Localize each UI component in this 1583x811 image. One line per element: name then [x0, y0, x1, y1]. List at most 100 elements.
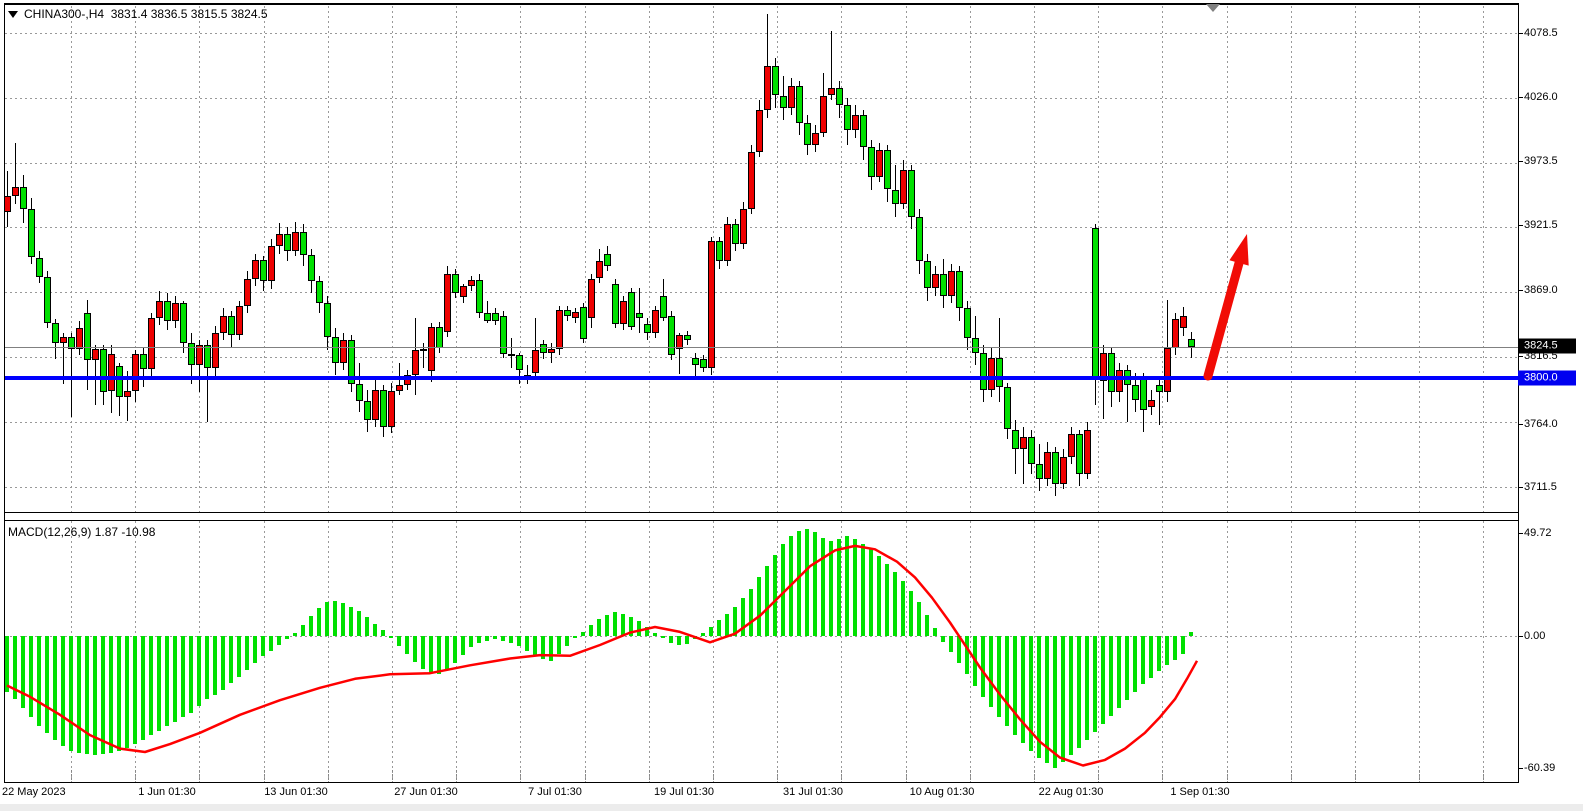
macd-histogram-bar: [1189, 631, 1193, 636]
candle-body-up: [724, 224, 731, 262]
time-axis-label: 19 Jul 01:30: [654, 786, 714, 798]
vertical-gridline: [1291, 6, 1292, 512]
macd-histogram-bar: [45, 636, 49, 733]
candle-body-down: [1156, 384, 1163, 393]
macd-axis-tick: [1518, 533, 1523, 534]
time-axis-tick: [777, 770, 778, 781]
candle-body-down: [316, 281, 323, 304]
candle-body-up: [876, 149, 883, 178]
macd-histogram-bar: [117, 636, 121, 751]
candle-body-up: [76, 328, 83, 349]
macd-histogram-bar: [357, 611, 361, 636]
candle-body-up: [756, 110, 763, 153]
horizontal-gridline: [5, 227, 1518, 228]
macd-histogram-bar: [93, 636, 97, 756]
candle-body-down: [260, 260, 267, 281]
frame-top: [4, 3, 1519, 5]
macd-histogram-bar: [53, 636, 57, 740]
candle-wick: [63, 333, 64, 384]
vertical-gridline: [1034, 6, 1035, 512]
macd-histogram-bar: [301, 624, 305, 636]
time-axis-tick: [71, 770, 72, 781]
chart-scroll-marker-icon[interactable]: [1206, 4, 1220, 12]
macd-histogram-bar: [109, 636, 113, 754]
candle-body-up: [1164, 347, 1171, 393]
vertical-gridline: [328, 521, 329, 782]
status-strip: [0, 804, 1583, 811]
macd-histogram-bar: [701, 632, 705, 636]
candle-body-down: [796, 85, 803, 123]
price-axis-label: 3869.0: [1524, 284, 1558, 296]
macd-histogram-bar: [1093, 636, 1097, 732]
macd-histogram-bar: [325, 602, 329, 636]
panel-divider-top[interactable]: [4, 512, 1519, 513]
up-trend-arrow[interactable]: [1203, 234, 1249, 381]
time-axis-tick: [264, 770, 265, 781]
macd-histogram-bar: [85, 636, 89, 755]
macd-histogram-bar: [1109, 636, 1113, 716]
candle-body-up: [1172, 319, 1179, 348]
candle-body-down: [308, 255, 315, 281]
candle-body-down: [68, 336, 75, 350]
macd-histogram-bar: [309, 615, 313, 636]
candle-body-up: [292, 231, 299, 252]
macd-histogram-bar: [853, 539, 857, 636]
macd-histogram-bar: [229, 636, 233, 684]
time-axis-label: 10 Aug 01:30: [909, 786, 975, 798]
candle-body-down: [780, 95, 787, 108]
candle-body-up: [444, 273, 451, 332]
candle-body-up: [1148, 399, 1155, 408]
candle-wick: [511, 337, 512, 368]
macd-histogram-bar: [341, 603, 345, 636]
panel-divider-bottom[interactable]: [4, 520, 1519, 521]
time-axis-tick: [841, 770, 842, 781]
time-axis-tick: [1483, 770, 1484, 781]
macd-histogram-bar: [29, 636, 33, 718]
macd-histogram-bar: [717, 620, 721, 636]
candle-body-down: [692, 357, 699, 366]
macd-histogram-bar: [757, 577, 761, 636]
macd-histogram-bar: [461, 636, 465, 656]
macd-histogram-bar: [1085, 636, 1089, 740]
macd-histogram-bar: [181, 636, 185, 718]
candle-body-down: [84, 313, 91, 361]
macd-histogram-bar: [1125, 636, 1129, 701]
macd-histogram-bar: [317, 607, 321, 636]
macd-histogram-bar: [773, 554, 777, 636]
candle-body-down: [860, 115, 867, 148]
macd-histogram-bar: [621, 613, 625, 636]
candle-body-up: [196, 345, 203, 366]
candle-body-down: [188, 342, 195, 366]
candle-body-up: [788, 85, 795, 108]
macd-histogram-bar: [453, 636, 457, 663]
candle-body-up: [556, 309, 563, 350]
macd-histogram-bar: [661, 636, 665, 639]
candle-body-down: [284, 234, 291, 252]
macd-histogram-bar: [365, 616, 369, 636]
macd-histogram-bar: [149, 636, 153, 736]
vertical-gridline: [1419, 521, 1420, 782]
macd-histogram-bar: [221, 636, 225, 690]
vertical-gridline: [1227, 521, 1228, 782]
time-axis-tick: [1227, 770, 1228, 781]
candle-body-up: [1044, 451, 1051, 479]
macd-histogram-bar: [1173, 636, 1177, 660]
macd-histogram-bar: [501, 636, 505, 641]
support-line-3800[interactable]: [5, 376, 1518, 380]
price-axis-tick: [1518, 161, 1523, 162]
macd-histogram-bar: [245, 636, 249, 670]
macd-axis-tick: [1518, 768, 1523, 769]
macd-histogram-bar: [349, 606, 353, 636]
vertical-gridline: [199, 6, 200, 512]
macd-histogram-bar: [517, 636, 521, 647]
macd-histogram-bar: [1045, 636, 1049, 764]
candle-body-up: [148, 318, 155, 369]
candle-body-down: [116, 366, 123, 398]
candle-body-down: [844, 105, 851, 131]
candle-body-down: [772, 65, 779, 96]
candle-body-down: [1140, 377, 1147, 410]
candle-body-down: [516, 355, 523, 370]
macd-histogram-bar: [613, 612, 617, 636]
macd-signal-line[interactable]: [6, 544, 1199, 767]
macd-axis-label: 0.00: [1524, 630, 1546, 642]
